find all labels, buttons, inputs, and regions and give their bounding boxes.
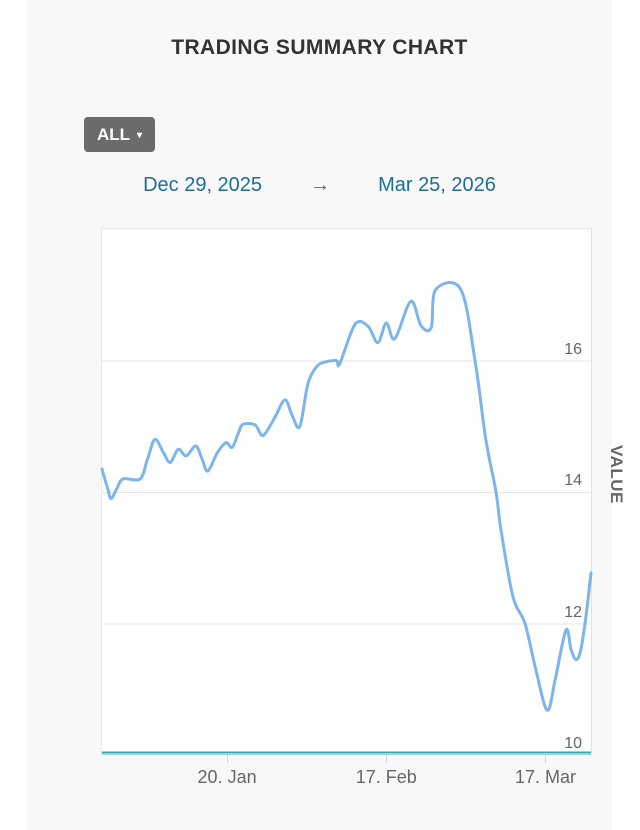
x-tick-label: 17. Mar [514,767,577,787]
date-range-end[interactable]: Mar 25, 2026 [378,174,496,196]
date-range-start[interactable]: Dec 29, 2025 [143,174,263,196]
range-selector-all-label: ALL [97,124,131,144]
y-tick-label: 14 [564,472,582,489]
x-tick-mark [545,755,546,763]
y-tick-label: 12 [564,603,582,621]
chevron-down-icon: ▾ [137,129,143,141]
chart-canvas [100,281,593,755]
chart-plot-area[interactable]: VALUE 10 12 14 16 20. Jan 17. Feb 17. Mar [100,228,626,787]
gridlines [102,360,591,625]
y-tick-label: 16 [564,340,582,358]
x-tick-mark [226,755,228,763]
x-tick-label: 20. Jan [197,767,257,787]
page-title: TRADING SUMMARY CHART [171,36,468,59]
y-axis-title-value: VALUE [607,445,626,504]
x-axis-line [102,751,591,755]
series-line-value [100,281,593,712]
range-selector-all-button[interactable]: ALL ▾ [84,117,156,152]
y-tick-label: 10 [564,735,582,752]
arrow-right-icon: → [310,174,331,196]
x-tick-mark [385,755,387,763]
x-tick-label: 17. Feb [355,767,417,787]
trading-summary-panel: TRADING SUMMARY CHART ALL ▾ Dec 29, 2025… [27,0,626,830]
date-range-row: Dec 29, 2025 → Mar 25, 2026 [27,174,612,197]
